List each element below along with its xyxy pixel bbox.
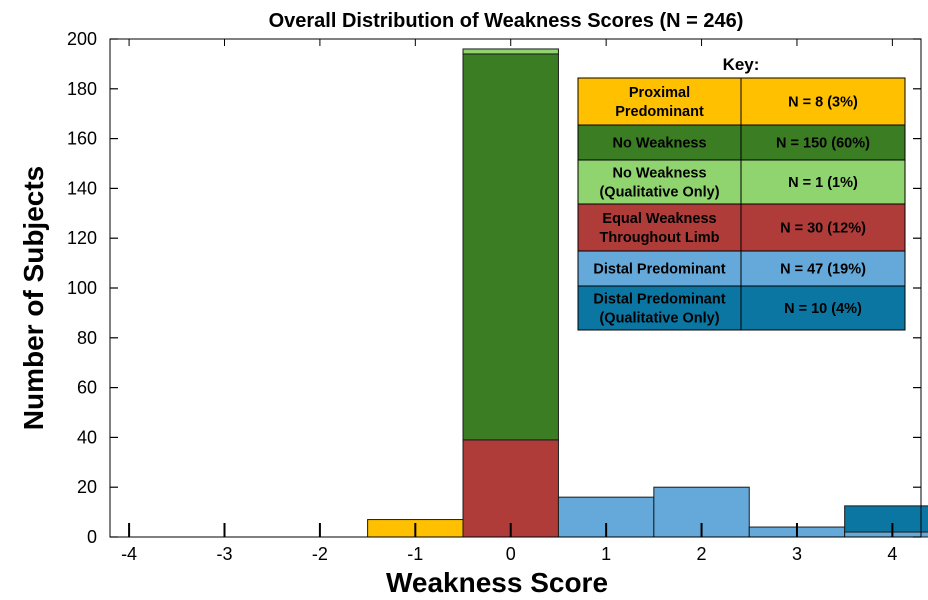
legend-label: Distal Predominant bbox=[593, 262, 725, 278]
legend-swatch-count-1 bbox=[740, 124, 906, 161]
x-tick-label: 2 bbox=[697, 544, 707, 564]
legend-swatch-label-0 bbox=[577, 77, 742, 126]
legend-swatch-count-5 bbox=[740, 285, 906, 331]
legend-label: Proximal bbox=[629, 85, 690, 101]
y-tick-label: 140 bbox=[67, 178, 97, 198]
legend-label: Equal Weakness bbox=[602, 211, 716, 227]
bar-segment-1-2 bbox=[462, 48, 559, 55]
legend-label: (Qualitative Only) bbox=[599, 311, 719, 327]
x-tick-label: 1 bbox=[601, 544, 611, 564]
x-tick-label: -4 bbox=[121, 544, 137, 564]
x-tick-label: -1 bbox=[407, 544, 423, 564]
chart-title: Overall Distribution of Weakness Scores … bbox=[269, 10, 744, 32]
legend-count: N = 30 (12%) bbox=[780, 221, 866, 237]
legend-label: Predominant bbox=[615, 104, 704, 120]
legend-count: N = 8 (3%) bbox=[788, 95, 858, 111]
y-tick-label: 200 bbox=[67, 29, 97, 49]
y-tick-label: 100 bbox=[67, 278, 97, 298]
x-tick-label: 0 bbox=[506, 544, 516, 564]
legend-swatch-label-2 bbox=[577, 159, 742, 205]
legend-count: N = 1 (1%) bbox=[788, 175, 858, 191]
x-tick-label: 3 bbox=[792, 544, 802, 564]
y-tick-label: 80 bbox=[77, 328, 97, 348]
legend-count: N = 47 (19%) bbox=[780, 262, 866, 278]
legend-label: (Qualitative Only) bbox=[599, 185, 719, 201]
bar-segment-1-1 bbox=[462, 53, 559, 441]
legend-swatch-count-4 bbox=[740, 250, 906, 287]
bar-segment-5-0 bbox=[844, 531, 928, 538]
x-tick-label: -2 bbox=[312, 544, 328, 564]
legend-swatch-label-1 bbox=[577, 124, 742, 161]
legend-swatch-count-0 bbox=[740, 77, 906, 126]
legend-label: No Weakness bbox=[612, 136, 706, 152]
legend-count: N = 10 (4%) bbox=[784, 301, 862, 317]
y-tick-label: 40 bbox=[77, 427, 97, 447]
y-tick-label: 60 bbox=[77, 378, 97, 398]
legend-label: Distal Predominant bbox=[593, 292, 725, 308]
legend-count: N = 150 (60%) bbox=[776, 136, 870, 152]
y-axis-title: Number of Subjects bbox=[18, 166, 49, 430]
legend-title: Key: bbox=[723, 55, 760, 74]
legend-label: No Weakness bbox=[612, 166, 706, 182]
legend-swatch-label-3 bbox=[577, 203, 742, 252]
bar-segment-1-0 bbox=[462, 439, 559, 538]
plot-area: 0 20 40 60 80 100 120 140 160 180 200 -4 -3 -2 -1 0 1 2 3 4 bbox=[67, 29, 928, 564]
x-axis-title: Weakness Score bbox=[386, 567, 608, 598]
legend-swatch-count-3 bbox=[740, 203, 906, 252]
bar-segment-5-1 bbox=[844, 505, 928, 533]
legend-swatch-label-5 bbox=[577, 285, 742, 331]
y-tick-label: 0 bbox=[87, 527, 97, 547]
y-tick-label: 20 bbox=[77, 477, 97, 497]
legend-label: Throughout Limb bbox=[600, 230, 720, 246]
legend: Key: Proximal Predominant N = 8 (3%) No Weak… bbox=[577, 55, 906, 331]
x-tick-label: 4 bbox=[887, 544, 897, 564]
x-tick-label: -3 bbox=[216, 544, 232, 564]
y-tick-label: 120 bbox=[67, 228, 97, 248]
y-tick-label: 160 bbox=[67, 129, 97, 149]
legend-swatch-count-2 bbox=[740, 159, 906, 205]
y-tick-label: 180 bbox=[67, 79, 97, 99]
